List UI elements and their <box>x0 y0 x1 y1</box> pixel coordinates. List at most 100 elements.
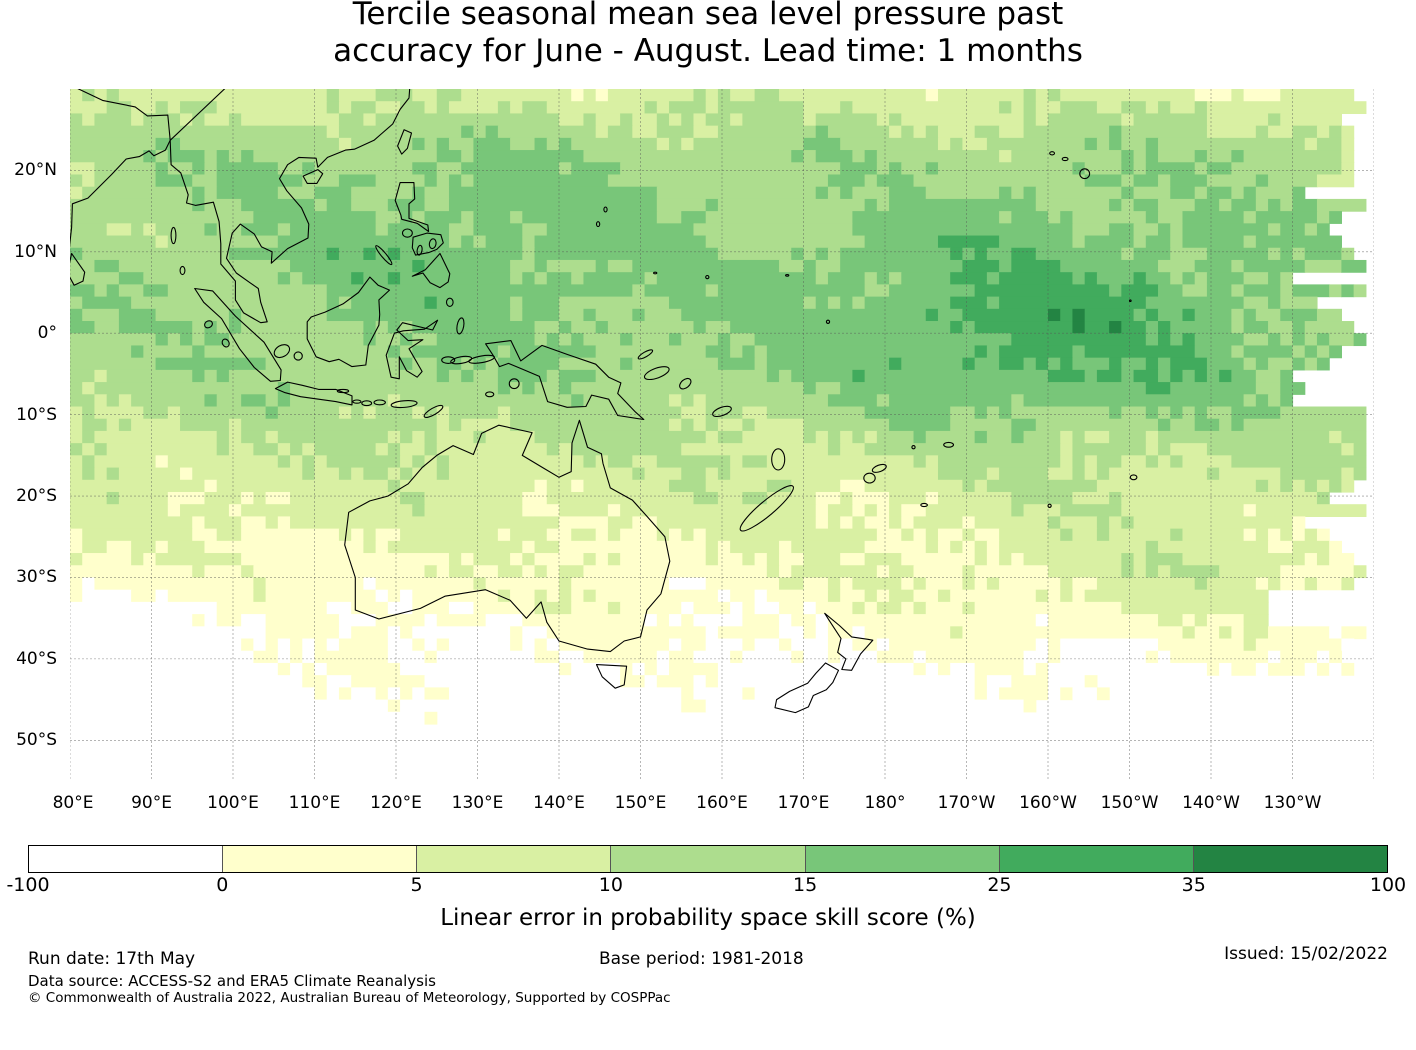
skill-cell <box>94 382 279 395</box>
skill-cell <box>363 113 377 127</box>
skill-cell <box>290 223 377 237</box>
skill-cell <box>1145 211 1159 224</box>
skill-cell <box>913 174 1086 188</box>
skill-cell <box>693 223 853 237</box>
coastline-new-guinea <box>485 340 645 421</box>
skill-cell <box>864 296 951 310</box>
skill-cell <box>436 455 450 469</box>
skill-cell <box>717 626 780 640</box>
skill-cell <box>1243 333 1269 347</box>
skill-cell <box>1060 589 1074 603</box>
skill-cell <box>705 406 743 420</box>
skill-cell <box>1121 504 1245 518</box>
skill-cell <box>693 113 707 127</box>
skill-cell <box>241 113 340 127</box>
skill-cell <box>827 614 1037 627</box>
skill-cell <box>1072 345 1086 359</box>
skill-cell <box>681 443 829 456</box>
skill-cell <box>70 711 426 725</box>
colorbar-tick-label: 100 <box>1369 874 1407 896</box>
skill-cell <box>986 247 1012 261</box>
skill-cell <box>167 406 181 420</box>
island-coastline <box>508 378 520 390</box>
skill-cell <box>840 430 853 444</box>
longitude-label: 120°E <box>370 793 422 813</box>
skill-cell <box>424 711 438 725</box>
skill-cell <box>338 89 377 102</box>
skill-cell <box>241 565 254 579</box>
skill-cell <box>974 321 1074 334</box>
skill-cell <box>974 662 1025 676</box>
skill-cell <box>387 650 426 664</box>
longitude-label: 170°W <box>937 793 996 813</box>
skill-cell <box>1341 137 1355 151</box>
skill-cell <box>595 528 609 542</box>
skill-cell <box>852 430 866 444</box>
skill-cell <box>326 247 340 261</box>
skill-cell <box>216 528 242 542</box>
skill-cell <box>1268 577 1281 591</box>
skill-cell <box>1243 528 1257 542</box>
skill-cell <box>1292 247 1306 261</box>
skill-cell <box>827 626 853 640</box>
skill-cell <box>338 687 352 701</box>
skill-cell <box>950 247 964 261</box>
skill-cell <box>962 321 976 334</box>
latitude-label: 40°S <box>16 648 57 669</box>
skill-cell <box>1194 162 1208 176</box>
skill-cell <box>1206 150 1232 163</box>
skill-cell <box>1109 430 1147 444</box>
skill-cell <box>730 89 756 102</box>
skill-cell <box>534 272 548 285</box>
skill-cell <box>1255 577 1269 591</box>
skill-cell <box>937 455 1061 469</box>
skill-cell <box>1304 223 1318 237</box>
skill-cell <box>974 528 1000 542</box>
skill-cell <box>216 174 303 188</box>
skill-cell <box>559 577 572 591</box>
skill-cell <box>448 137 475 151</box>
skill-cell <box>620 675 646 688</box>
skill-cell <box>338 638 389 652</box>
skill-cell <box>962 528 976 542</box>
island-coastline <box>423 404 444 418</box>
skill-cell <box>730 601 743 615</box>
skill-cell <box>1194 89 1232 102</box>
skill-cell <box>510 626 523 640</box>
skill-cell <box>1304 479 1318 493</box>
skill-cell <box>644 284 707 298</box>
skill-cell <box>1206 577 1257 591</box>
skill-cell <box>1268 113 1281 127</box>
skill-cell <box>974 125 1000 139</box>
skill-cell <box>1170 369 1184 383</box>
skill-cell <box>693 137 805 151</box>
skill-cell <box>852 369 866 383</box>
skill-cell <box>681 601 695 615</box>
skill-cell <box>962 479 976 493</box>
skill-cell <box>155 235 169 249</box>
coastline-taiwan <box>397 129 413 155</box>
skill-cell <box>448 174 462 188</box>
skill-cell <box>1048 308 1061 322</box>
skill-cell <box>705 638 743 652</box>
skill-cell <box>925 540 939 554</box>
colorbar-segment <box>610 846 805 872</box>
skill-cell <box>1353 565 1367 579</box>
skill-cell <box>827 430 841 444</box>
skill-cell <box>351 272 365 285</box>
skill-cell <box>1084 369 1098 383</box>
skill-cell <box>815 382 841 395</box>
skill-cell <box>1072 235 1086 249</box>
skill-cell <box>424 430 438 444</box>
skill-cell <box>1219 198 1232 212</box>
skill-cell <box>375 687 389 701</box>
skill-cell <box>192 369 206 383</box>
skill-cell <box>1194 198 1220 212</box>
skill-cell <box>1341 247 1355 261</box>
skill-cell <box>1158 101 1171 115</box>
skill-cell <box>974 430 988 444</box>
longitude-label: 160°E <box>696 793 748 813</box>
skill-cell <box>1023 357 1037 371</box>
skill-cell <box>1060 259 1159 273</box>
skill-cell <box>913 577 927 591</box>
